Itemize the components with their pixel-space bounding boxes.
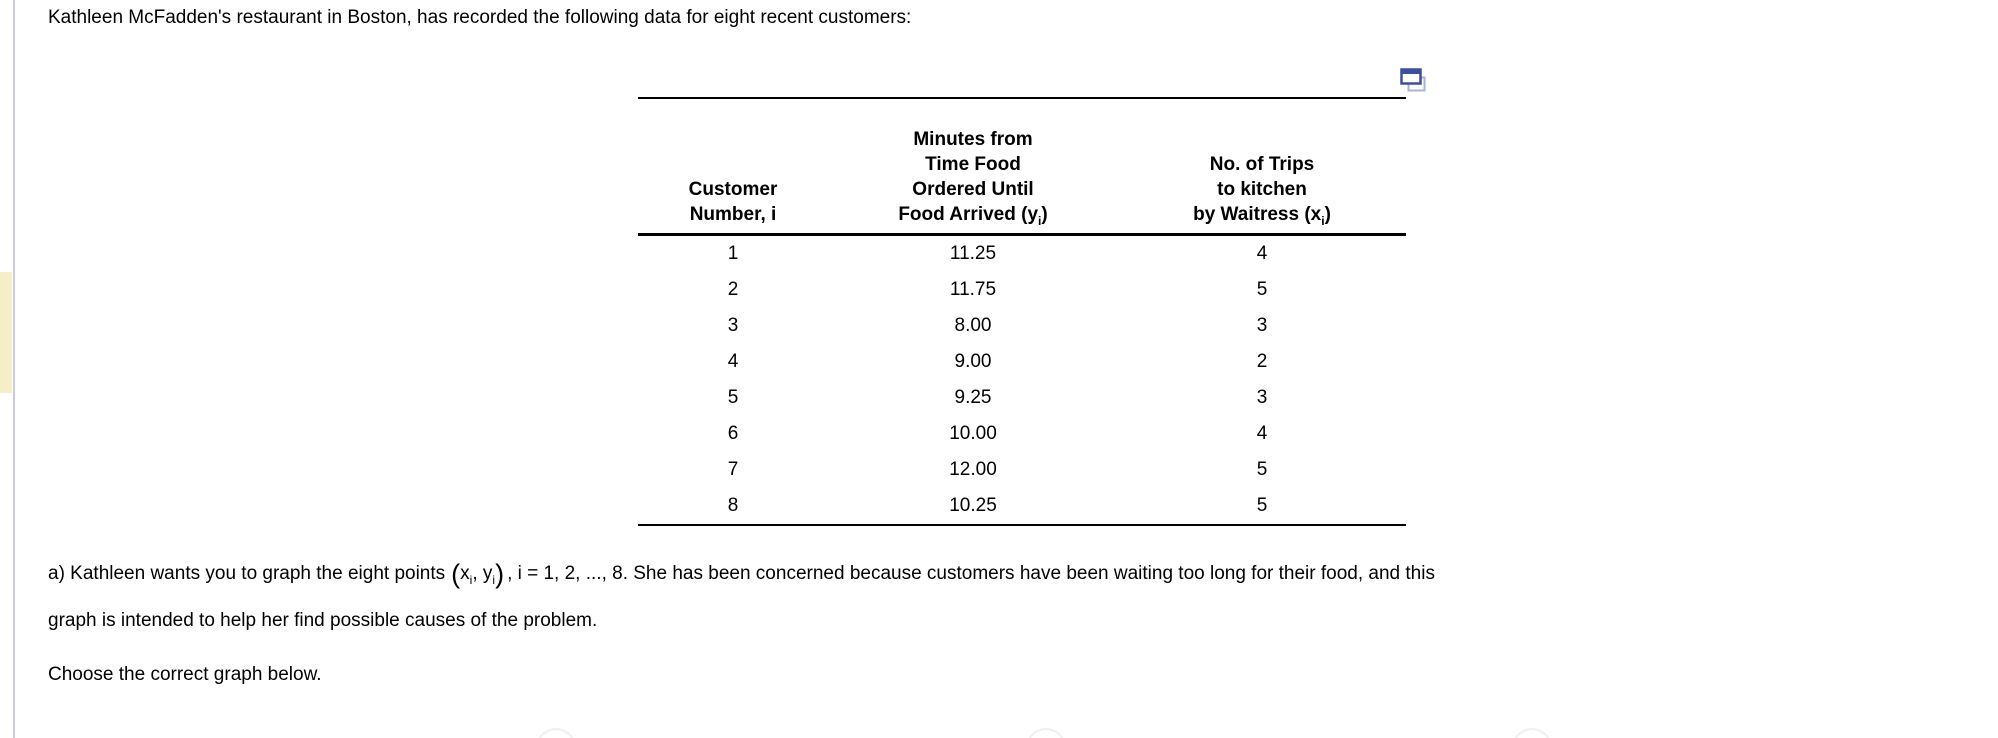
trips-cell: 4 (1256, 423, 1268, 444)
table-row: 6 10.00 4 (638, 416, 1406, 452)
header-customer-number: Customer Number, i (688, 179, 778, 225)
minutes-cell: 9.25 (954, 387, 992, 408)
table-row: 1 11.25 4 (638, 236, 1406, 272)
table-header-rule (638, 233, 1406, 236)
part-a-text-line1: a) Kathleen wants you to graph the eight… (48, 559, 1435, 589)
option-a-radio-partial[interactable] (536, 728, 576, 738)
minutes-cell: 10.00 (949, 423, 997, 444)
table-row: 4 9.00 2 (638, 344, 1406, 380)
table-bottom-rule (638, 524, 1406, 526)
header-trips: No. of Trips to kitchen by Waitress (xi) (1193, 154, 1331, 228)
customer-number-cell: 4 (727, 351, 739, 372)
table-body: 1 11.25 4 2 11.75 5 3 8.00 3 4 9.00 2 5 … (638, 236, 1406, 524)
customer-number-cell: 8 (727, 495, 739, 516)
math-xy-pair: (xi, yi) (451, 559, 505, 589)
trips-cell: 3 (1256, 315, 1268, 336)
data-table: Customer Number, i Minutes from Time Foo… (638, 97, 1406, 526)
left-edge-highlight (0, 272, 12, 393)
trips-cell: 2 (1256, 351, 1268, 372)
content-left-border (13, 0, 15, 738)
table-row: 5 9.25 3 (638, 380, 1406, 416)
minutes-cell: 11.75 (949, 279, 997, 300)
customer-number-cell: 1 (727, 243, 739, 264)
table-row: 7 12.00 5 (638, 452, 1406, 488)
open-paren: ( (451, 559, 461, 589)
customer-number-cell: 3 (727, 315, 739, 336)
table-row: 8 10.25 5 (638, 488, 1406, 524)
minutes-cell: 11.25 (949, 243, 997, 264)
overlapping-windows-icon (1400, 68, 1426, 92)
customer-number-cell: 7 (727, 459, 739, 480)
customer-number-cell: 2 (727, 279, 739, 300)
minutes-cell: 9.00 (954, 351, 992, 372)
choose-graph-prompt: Choose the correct graph below. (48, 664, 322, 685)
header-minutes: Minutes from Time Food Ordered Until Foo… (898, 129, 1048, 228)
part-a-text-line2: graph is intended to help her find possi… (48, 610, 598, 631)
customer-number-cell: 5 (727, 387, 739, 408)
close-paren: ) (495, 559, 505, 589)
trips-cell: 3 (1256, 387, 1268, 408)
minutes-cell: 8.00 (954, 315, 992, 336)
option-c-radio-partial[interactable] (1512, 728, 1552, 738)
table-header-row: Customer Number, i Minutes from Time Foo… (638, 99, 1406, 233)
trips-cell: 5 (1256, 459, 1268, 480)
trips-cell: 4 (1256, 243, 1268, 264)
option-b-radio-partial[interactable] (1026, 728, 1066, 738)
trips-cell: 5 (1256, 495, 1268, 516)
customer-number-cell: 6 (727, 423, 739, 444)
question-intro-text: Kathleen McFadden's restaurant in Boston… (48, 7, 912, 28)
table-row: 3 8.00 3 (638, 308, 1406, 344)
table-top-rule (638, 97, 1406, 99)
popout-table-icon[interactable] (1400, 68, 1428, 94)
table-row: 2 11.75 5 (638, 272, 1406, 308)
minutes-cell: 12.00 (949, 459, 997, 480)
minutes-cell: 10.25 (949, 495, 997, 516)
trips-cell: 5 (1256, 279, 1268, 300)
